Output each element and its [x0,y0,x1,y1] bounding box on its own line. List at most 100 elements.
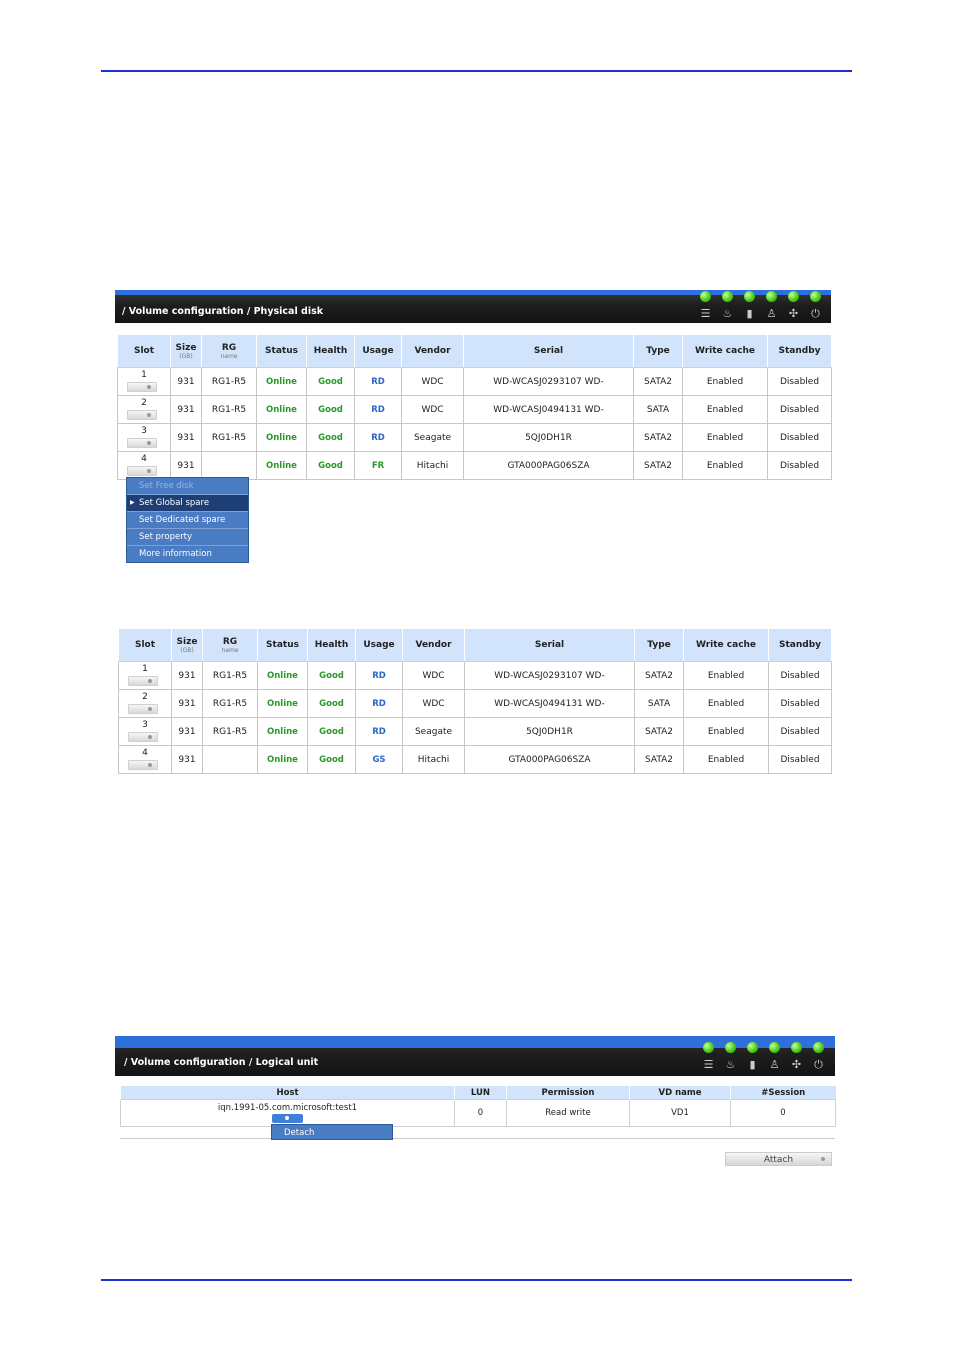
slot-menu-button[interactable] [128,704,158,714]
write-cache-cell: Enabled [682,423,768,452]
power-icon[interactable]: ⏻ [814,1058,823,1071]
status-leds [700,291,821,302]
col-standby[interactable]: Standby [767,334,832,368]
vendor-cell: WDC [401,395,464,424]
usage-cell: FR [354,451,402,480]
status-led [700,291,711,302]
table-row: 3 931 RG1-R5 Online Good RD Seagate 5QJ0… [118,717,832,746]
col-serial[interactable]: Serial [463,334,634,368]
size-cell: 931 [171,745,203,774]
col-rg[interactable]: RG name [202,628,258,662]
slot-cell: 3 [118,717,172,746]
slot-menu-button[interactable] [128,676,158,686]
slot-cell: 1 [118,661,172,690]
health-cell: Good [307,689,356,718]
col-slot[interactable]: Slot [118,628,172,662]
slot-menu-button[interactable] [127,438,157,448]
write-cache-cell: Enabled [682,395,768,424]
col-slot[interactable]: Slot [117,334,171,368]
col-lun[interactable]: LUN [454,1086,507,1100]
col-session[interactable]: #Session [730,1086,836,1100]
vendor-cell: Hitachi [402,745,465,774]
attach-button[interactable]: Attach [725,1152,832,1166]
col-permission[interactable]: Permission [506,1086,630,1100]
user-icon[interactable]: ♙ [766,307,777,320]
status-cell: Online [256,451,307,480]
status-cell: Online [257,689,308,718]
power-icon[interactable]: ⏻ [811,307,820,320]
col-vendor[interactable]: Vendor [401,334,464,368]
host-menu-button[interactable] [272,1114,303,1123]
serial-cell: WD-WCASJ0494131 WD- [464,689,635,718]
temperature-icon[interactable]: ♨ [725,1058,736,1071]
serial-cell: GTA000PAG06SZA [463,451,634,480]
slot-cell: 4 [117,451,171,480]
user-icon[interactable]: ♙ [769,1058,780,1071]
standby-cell: Disabled [768,689,832,718]
write-cache-cell: Enabled [683,717,769,746]
size-cell: 931 [171,717,203,746]
col-health[interactable]: Health [307,628,356,662]
write-cache-cell: Enabled [682,367,768,396]
col-type[interactable]: Type [634,628,684,662]
usage-cell: RD [354,395,402,424]
standby-cell: Disabled [768,661,832,690]
col-health[interactable]: Health [306,334,355,368]
write-cache-cell: Enabled [682,451,768,480]
menu-item-set-global-spare[interactable]: Set Global spare [127,495,248,512]
menu-item-detach[interactable]: Detach [271,1124,393,1140]
host-cell: iqn.1991-05.com.microsoft:test1 [120,1099,455,1127]
slot-menu-button[interactable] [127,382,157,392]
status-led [788,291,799,302]
size-cell: 931 [171,689,203,718]
vendor-cell: WDC [402,689,465,718]
vendor-cell: Seagate [401,423,464,452]
col-write-cache[interactable]: Write cache [683,628,769,662]
slot-cell: 2 [118,689,172,718]
battery-icon[interactable]: ▮ [749,1058,756,1071]
col-status[interactable]: Status [257,628,308,662]
rg-cell: RG1-R5 [201,367,257,396]
rg-cell: RG1-R5 [201,423,257,452]
col-host[interactable]: Host [120,1086,455,1100]
menu-item-set-dedicated-spare[interactable]: Set Dedicated spare [127,512,248,529]
disk-icon[interactable]: ☰ [703,1058,714,1071]
bottom-rule [101,1279,852,1281]
col-usage[interactable]: Usage [354,334,402,368]
fan-icon[interactable]: ✣ [791,1058,802,1071]
col-rg[interactable]: RG name [201,334,257,368]
col-write-cache[interactable]: Write cache [682,334,768,368]
menu-item-set-property[interactable]: Set property [127,529,248,546]
slot-menu-button[interactable] [127,466,157,476]
col-size[interactable]: Size (GB) [171,628,203,662]
battery-icon[interactable]: ▮ [746,307,753,320]
slot-menu-button[interactable] [127,410,157,420]
menu-item-more-information[interactable]: More information [139,549,212,559]
physical-disk-table: Slot Size (GB) RG name Status Health Usage… [117,334,832,480]
temperature-icon[interactable]: ♨ [722,307,733,320]
col-vendor[interactable]: Vendor [402,628,465,662]
breadcrumb: / Volume configuration / Logical unit [124,1057,319,1068]
col-usage[interactable]: Usage [355,628,403,662]
usage-cell: RD [354,423,402,452]
size-cell: 931 [171,661,203,690]
usage-cell: RD [355,689,403,718]
type-cell: SATA2 [633,451,683,480]
fan-icon[interactable]: ✣ [788,307,799,320]
col-status[interactable]: Status [256,334,307,368]
usage-cell: RD [355,717,403,746]
rg-cell: RG1-R5 [201,395,257,424]
disk-icon[interactable]: ☰ [700,307,711,320]
slot-menu-button[interactable] [128,732,158,742]
col-standby[interactable]: Standby [768,628,832,662]
status-cell: Online [257,745,308,774]
col-vd-name[interactable]: VD name [629,1086,731,1100]
col-serial[interactable]: Serial [464,628,635,662]
type-cell: SATA [634,689,684,718]
permission-cell: Read write [506,1099,630,1127]
slot-menu-button[interactable] [128,760,158,770]
col-type[interactable]: Type [633,334,683,368]
col-size[interactable]: Size (GB) [170,334,202,368]
status-cell: Online [257,717,308,746]
slot-cell: 2 [117,395,171,424]
